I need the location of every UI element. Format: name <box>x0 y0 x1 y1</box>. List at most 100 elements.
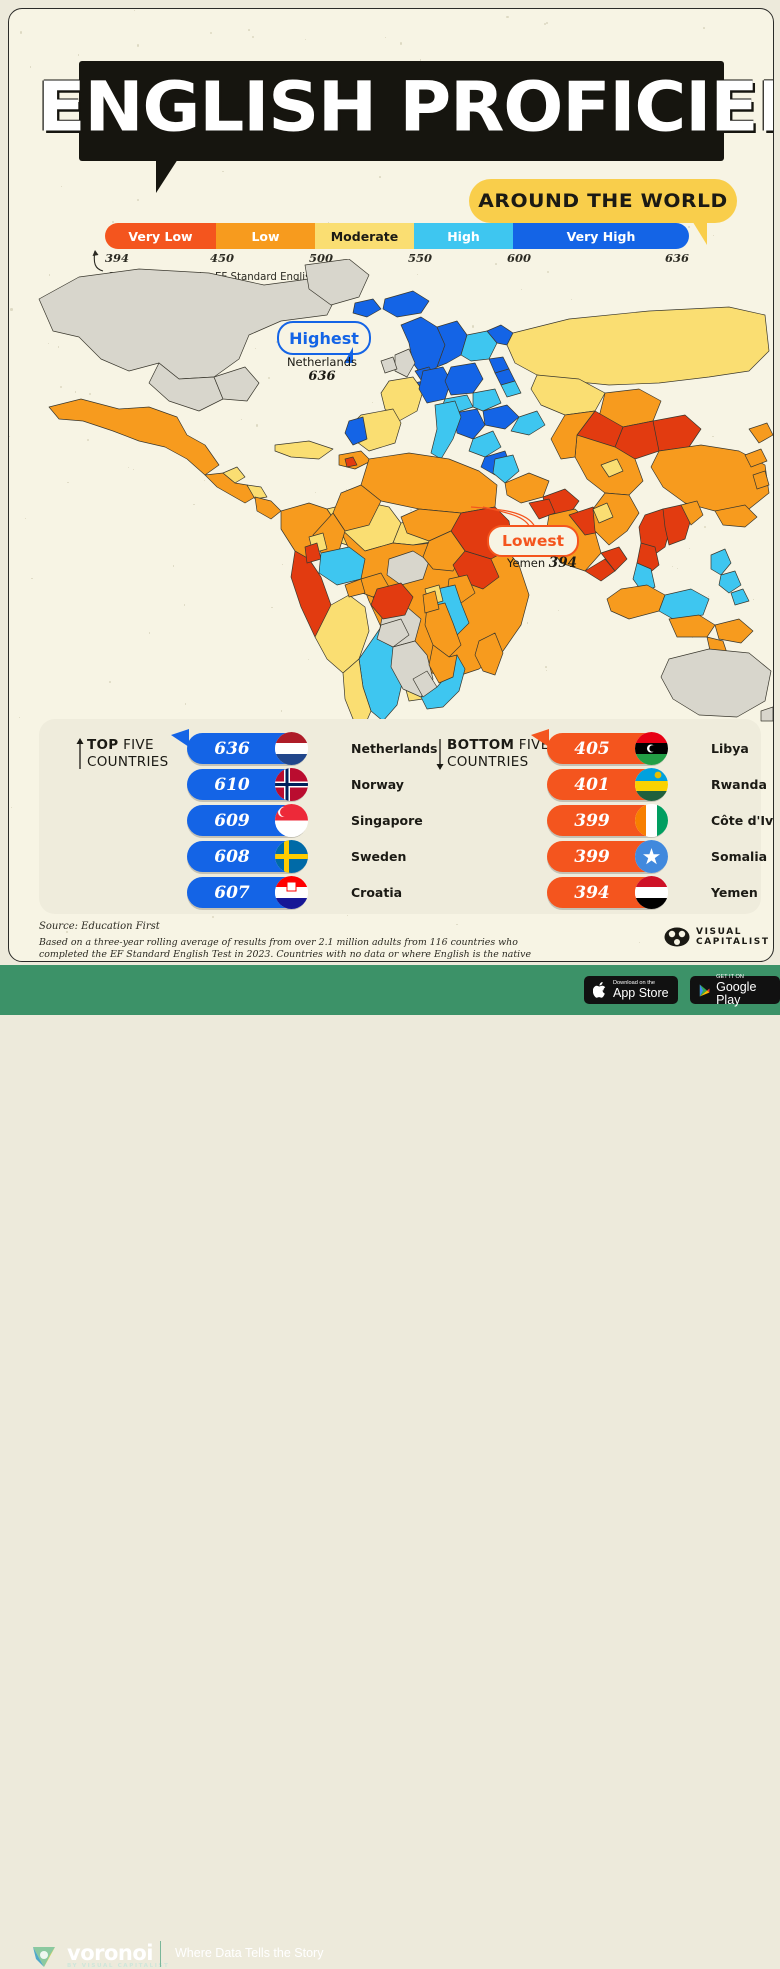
rank-row: 609 Singapore <box>187 804 423 837</box>
arrow-down-icon <box>436 739 444 770</box>
source-note: Based on a three-year rolling average of… <box>39 936 532 961</box>
legend-tick-600: 600 <box>507 251 532 265</box>
legend-segment-high: High <box>414 223 513 249</box>
cote-divoire-flag <box>635 804 668 837</box>
country-name: Yemen <box>711 885 758 900</box>
legend-segment-low: Low <box>216 223 315 249</box>
country-name: Croatia <box>351 885 403 900</box>
title-block: ENGLISH PROFICIENCY AROUND THE WORLD <box>37 51 773 245</box>
score-pill: 399 <box>547 804 668 837</box>
callout-highest-country: Netherlands <box>286 355 358 369</box>
rank-row: 405 Libya <box>531 729 749 765</box>
callout-highest-score: 636 <box>308 369 336 384</box>
legend-segment-very-high: Very High <box>513 223 689 249</box>
voronoi-logo[interactable]: voronoi BY VISUAL CAPITALIST <box>30 1943 169 1969</box>
country-name: Norway <box>351 777 404 792</box>
score-value: 610 <box>214 774 250 795</box>
rank-row: 607 Croatia <box>187 876 403 909</box>
score-pill: 401 <box>547 768 668 801</box>
score-pill: 399 <box>547 840 668 873</box>
singapore-flag <box>275 804 308 837</box>
score-value: 609 <box>214 810 250 831</box>
google-play-icon <box>699 983 710 997</box>
callout-lowest-score: 394 <box>548 555 577 571</box>
bottom-five-heading-bold: BOTTOM <box>447 737 515 753</box>
bottom-five-heading-line2: COUNTRIES <box>447 754 529 770</box>
vc-wordmark: VISUAL CAPITALIST <box>696 927 770 947</box>
yemen-flag <box>635 876 668 909</box>
source-line: Source: Education First <box>39 921 160 932</box>
callout-lowest-country: Yemen <box>507 556 546 570</box>
voronoi-sub: BY VISUAL CAPITALIST <box>67 1963 170 1969</box>
libya-flag <box>635 732 668 765</box>
app-store-top: Download on the <box>613 980 655 986</box>
top-five-heading: TOP FIVE COUNTRIES <box>87 737 168 771</box>
rank-row: 401 Rwanda <box>547 768 767 801</box>
callout-highest-detail: Netherlands 636 <box>267 355 377 384</box>
bottom-bar-divider <box>160 1941 161 1967</box>
app-store-big: App Store <box>613 986 669 1000</box>
norway-flag <box>275 768 308 801</box>
rankings-panel: TOP FIVE COUNTRIES BOTTOM FIVE COUNTRIES… <box>39 719 773 914</box>
pill-tail <box>171 729 189 747</box>
page-subtitle: AROUND THE WORLD <box>478 190 728 212</box>
country-name: Sweden <box>351 849 407 864</box>
subtitle-bubble-tail <box>681 219 707 245</box>
country-name: Rwanda <box>711 777 767 792</box>
infographic-page: ENGLISH PROFICIENCY AROUND THE WORLD Ver… <box>0 8 780 1969</box>
visual-capitalist-logo: VISUAL CAPITALIST <box>664 927 770 947</box>
legend-tick-636: 636 <box>665 251 690 265</box>
rank-row: 610 Norway <box>187 768 404 801</box>
score-value: 394 <box>574 882 610 903</box>
title-banner-tail <box>156 159 178 193</box>
legend-arrow-icon <box>92 250 104 272</box>
somalia-flag <box>635 840 668 873</box>
top-five-heading-line2: COUNTRIES <box>87 754 169 770</box>
rank-row: 636 Netherlands <box>171 729 438 765</box>
legend-tick-500: 500 <box>309 251 334 265</box>
pill-tail <box>531 729 549 747</box>
score-pill: 608 <box>187 840 308 873</box>
google-play-badge[interactable]: GET IT ON Google Play <box>690 973 780 1007</box>
vc-line1: VISUAL <box>696 927 743 937</box>
vc-mark-icon <box>664 927 690 947</box>
country-name: Somalia <box>711 849 768 864</box>
google-play-big: Google Play <box>716 979 757 1007</box>
top-five-heading-bold: TOP <box>87 737 119 753</box>
rwanda-flag <box>635 768 668 801</box>
google-play-top: GET IT ON <box>716 973 744 980</box>
title-banner <box>79 61 724 161</box>
country-name: Singapore <box>351 813 423 828</box>
sweden-flag <box>275 840 308 873</box>
legend-tick-394: 394 <box>105 251 130 265</box>
callout-lowest-detail: Yemen 394 <box>487 555 597 571</box>
score-pill: 636 <box>171 729 308 765</box>
legend-segment-moderate: Moderate <box>315 223 414 249</box>
country-name: Netherlands <box>351 741 438 756</box>
score-value: 399 <box>574 810 610 831</box>
score-pill: 609 <box>187 804 308 837</box>
rank-row: 399 Somalia <box>547 840 768 873</box>
subtitle-bubble <box>469 179 737 223</box>
apple-icon <box>593 982 606 998</box>
score-value: 607 <box>214 882 250 903</box>
callout-highest: Highest <box>277 321 371 355</box>
rank-row: 608 Sweden <box>187 840 407 873</box>
country-name: Côte d'Ivoire <box>711 813 774 828</box>
callout-highest-tail <box>339 347 353 363</box>
voronoi-mark-icon <box>33 1947 55 1967</box>
country-name: Libya <box>711 741 749 756</box>
rank-row: 394 Yemen <box>547 876 758 909</box>
bottom-bar: voronoi BY VISUAL CAPITALIST Where Data … <box>0 965 780 1969</box>
score-value: 399 <box>574 846 610 867</box>
page-title: ENGLISH PROFICIENCY <box>37 66 773 148</box>
score-value: 608 <box>214 846 250 867</box>
world-map-svg <box>38 259 773 726</box>
voronoi-text: voronoi BY VISUAL CAPITALIST <box>67 1943 169 1969</box>
app-store-badge[interactable]: Download on the App Store <box>584 976 678 1004</box>
score-value: 405 <box>574 738 610 759</box>
vc-line2: CAPITALIST <box>696 937 770 947</box>
app-store-text: Download on the App Store <box>613 980 669 1000</box>
legend-tick-450: 450 <box>210 251 235 265</box>
main-card: ENGLISH PROFICIENCY AROUND THE WORLD Ver… <box>8 8 774 962</box>
